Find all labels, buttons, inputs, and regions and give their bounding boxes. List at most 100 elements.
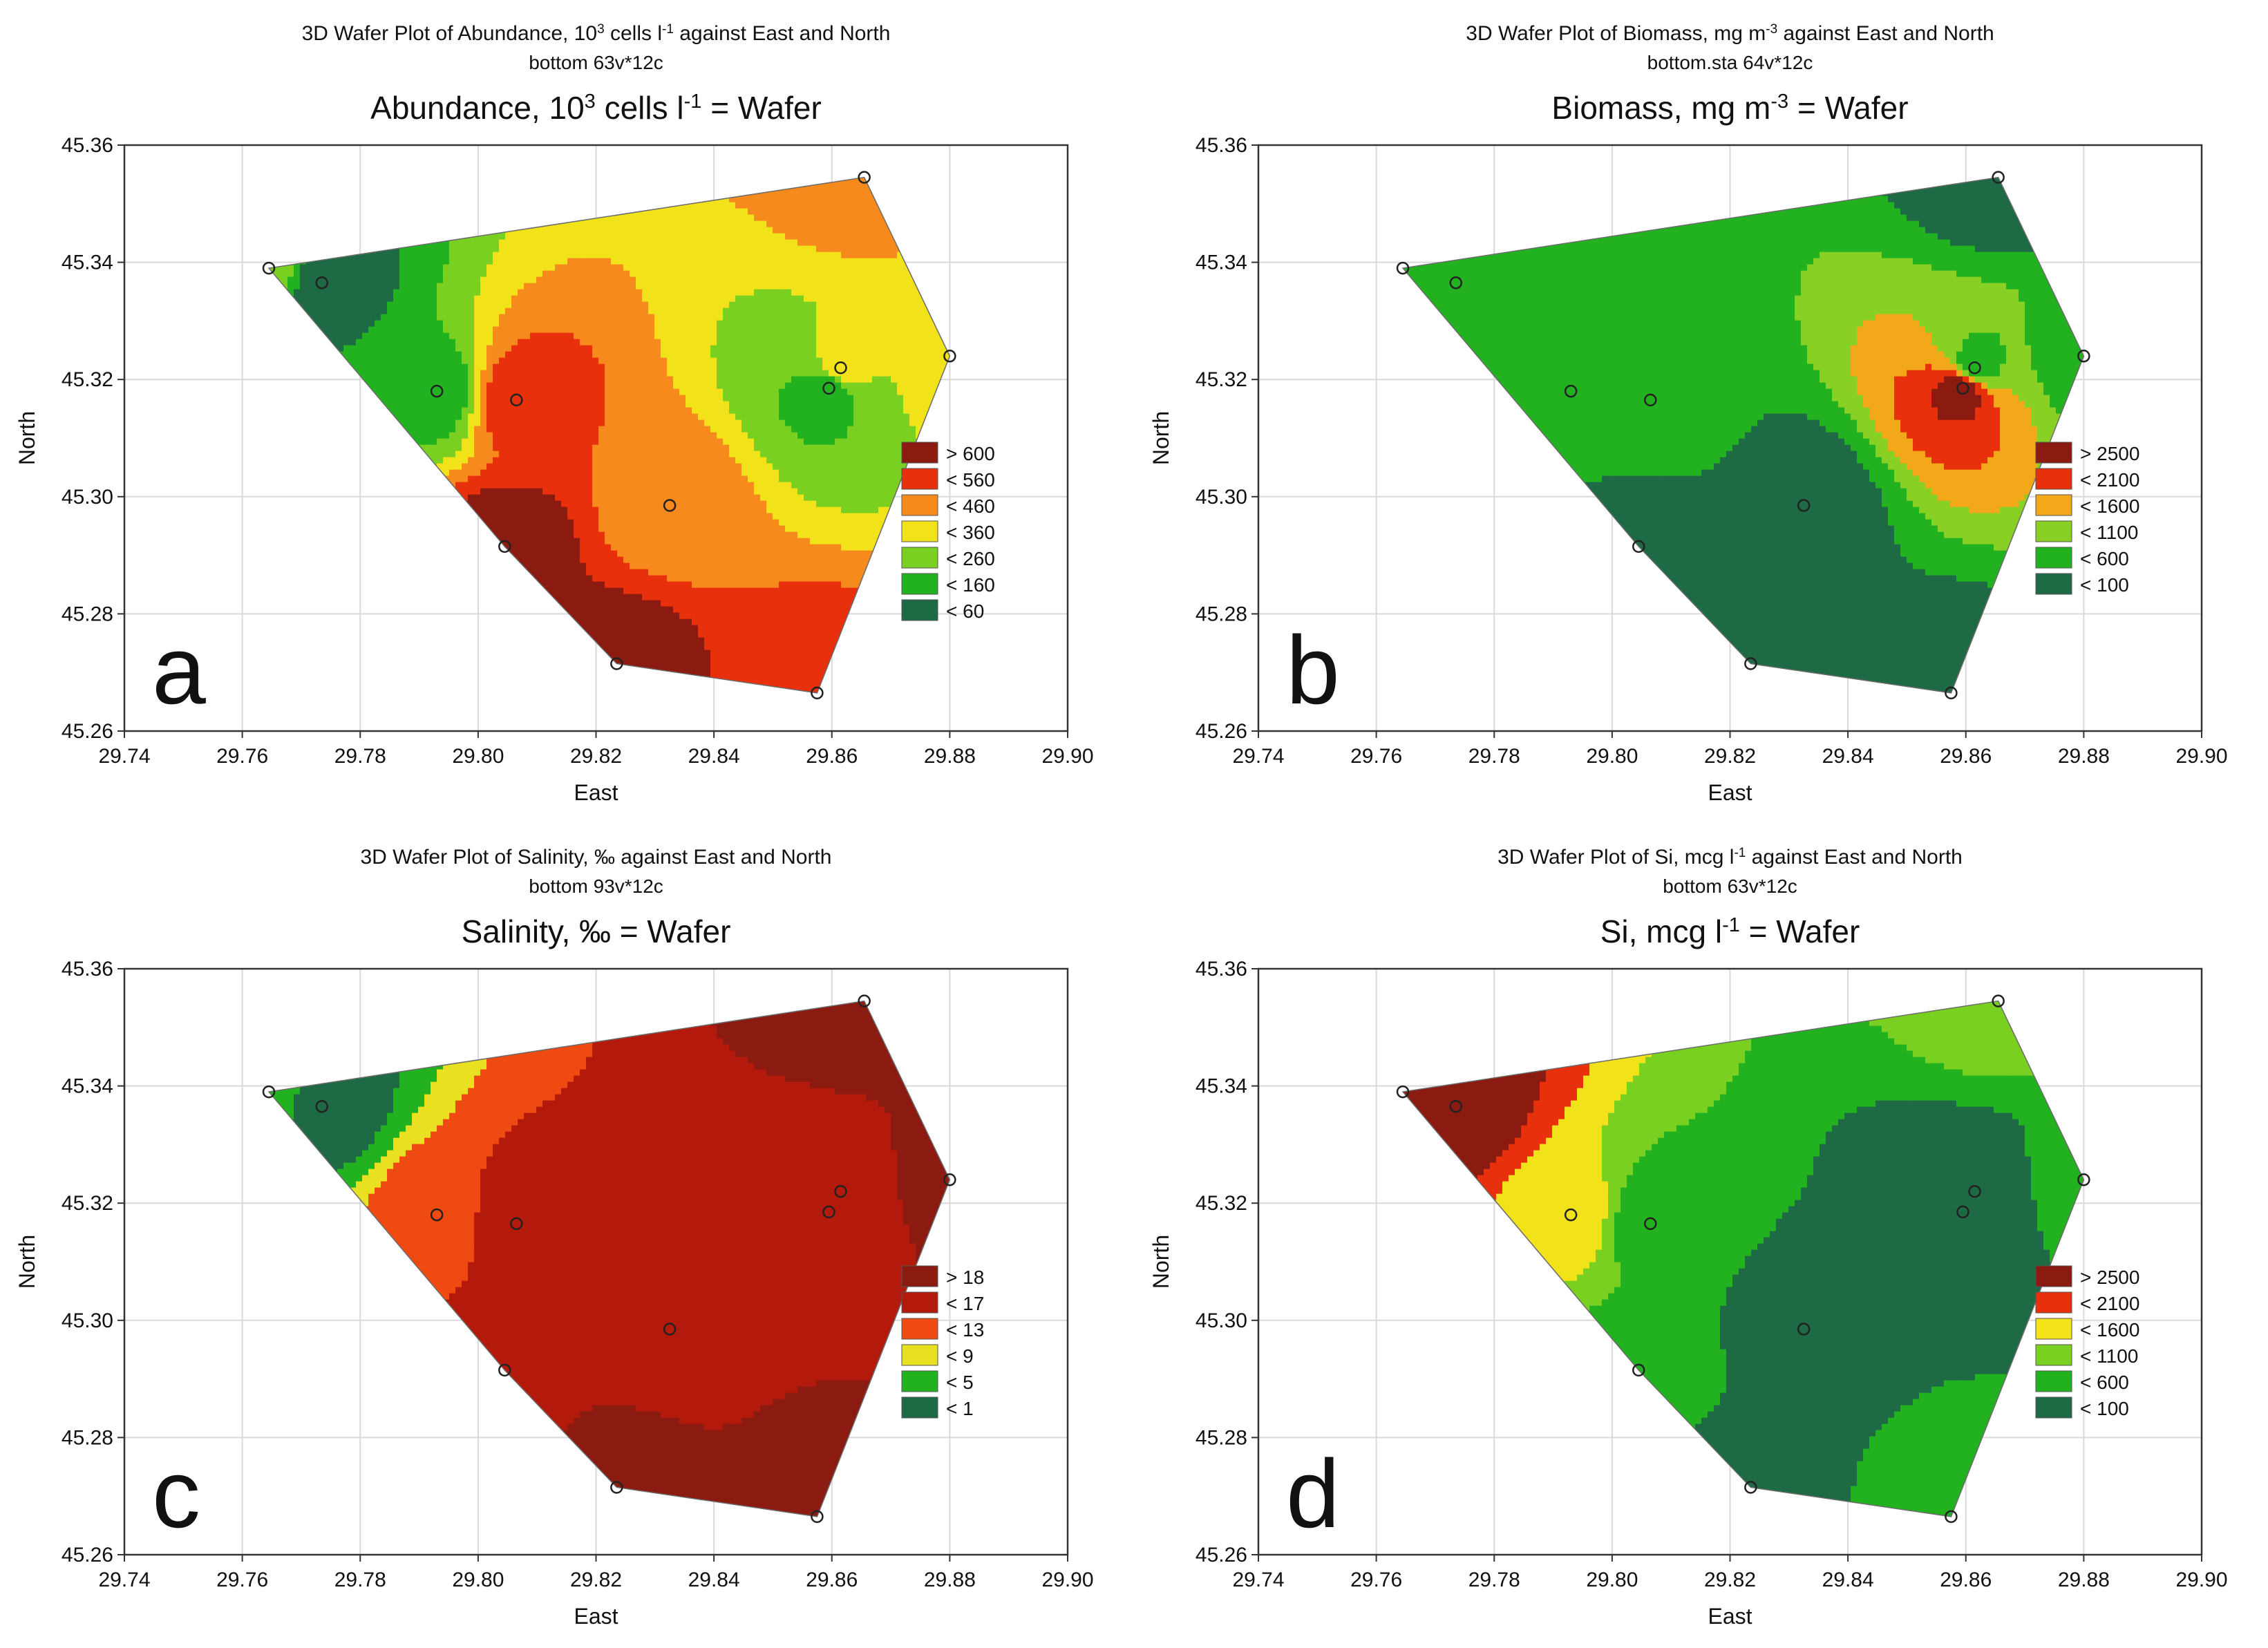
wafer-outline-c — [267, 1000, 951, 1517]
legend-swatch — [901, 547, 938, 569]
x-tick-label: 29.88 — [924, 745, 976, 768]
y-tick-label: 45.36 — [62, 134, 113, 157]
x-tick-label: 29.82 — [1704, 745, 1756, 768]
station-point — [2077, 1173, 2090, 1186]
y-tick-label: 45.30 — [1196, 486, 1247, 509]
x-tick-label: 29.84 — [688, 1569, 740, 1591]
y-tick-label: 45.34 — [62, 252, 113, 274]
x-tick-label: 29.74 — [1232, 745, 1284, 768]
legend-label: < 260 — [946, 548, 995, 569]
y-axis-label-d: North — [1149, 1235, 1173, 1289]
station-point — [262, 1085, 276, 1099]
x-tick-label: 29.76 — [216, 1569, 268, 1591]
legend-swatch — [2035, 1291, 2072, 1314]
legend-swatch — [901, 520, 938, 542]
station-point — [1956, 1205, 1969, 1219]
station-point — [1797, 1323, 1811, 1336]
panel-letter-b: b — [1286, 616, 1340, 724]
legend-swatch — [901, 1318, 938, 1340]
y-tick-label: 45.32 — [62, 1192, 113, 1215]
panel-letter-d: d — [1286, 1439, 1340, 1548]
station-point — [315, 1100, 329, 1113]
station-point — [1644, 1217, 1657, 1231]
x-tick-label: 29.78 — [1468, 1569, 1520, 1591]
station-point — [811, 686, 824, 700]
station-point — [1956, 381, 1969, 395]
legend-swatch — [2035, 1318, 2072, 1340]
legend-swatch — [901, 1396, 938, 1419]
legend-label: < 360 — [946, 522, 995, 543]
legend-label: < 160 — [946, 574, 995, 596]
station-point — [811, 1510, 824, 1524]
legend-swatch — [2035, 442, 2072, 464]
legend-swatch — [2035, 547, 2072, 569]
legend-swatch — [901, 494, 938, 516]
station-point — [1992, 994, 2005, 1007]
legend-label: < 13 — [946, 1319, 984, 1341]
station-point — [1396, 261, 1410, 275]
legend-label: < 5 — [946, 1372, 974, 1393]
station-point — [1644, 393, 1657, 407]
station-point — [1632, 1363, 1645, 1377]
x-tick-label: 29.90 — [1041, 1569, 1093, 1591]
panel-a: 3D Wafer Plot of Abundance, 103 cells l-… — [0, 0, 1134, 824]
legend-swatch — [2035, 1265, 2072, 1287]
x-tick-label: 29.86 — [806, 745, 858, 768]
x-tick-label: 29.88 — [2058, 745, 2110, 768]
x-tick-label: 29.80 — [452, 745, 504, 768]
x-tick-label: 29.76 — [216, 745, 268, 768]
wafer-outline-a — [267, 176, 951, 694]
x-tick-label: 29.82 — [570, 1569, 622, 1591]
legend-label: > 18 — [946, 1267, 984, 1288]
x-tick-label: 29.90 — [2175, 1569, 2227, 1591]
y-tick-label: 45.34 — [1196, 1075, 1247, 1098]
y-tick-label: 45.32 — [62, 368, 113, 391]
station-point — [822, 1205, 835, 1219]
station-point — [858, 994, 871, 1007]
y-tick-label: 45.26 — [1196, 720, 1247, 743]
legend-label: < 1100 — [2080, 522, 2138, 543]
legend-swatch — [2035, 494, 2072, 516]
chart-title-d: Si, mcg l-1 = Wafer — [1600, 913, 1860, 949]
station-point — [1945, 1510, 1958, 1524]
station-point — [430, 384, 444, 398]
legend-swatch — [901, 573, 938, 595]
chart-subheader-d: bottom 63v*12c — [1663, 875, 1797, 897]
chart-header-d: 3D Wafer Plot of Si, mcg l-1 against Eas… — [1497, 846, 1963, 869]
x-tick-label: 29.86 — [1940, 745, 1992, 768]
legend-swatch — [2035, 468, 2072, 490]
legend-swatch — [901, 1344, 938, 1366]
station-point — [834, 361, 847, 375]
x-tick-label: 29.84 — [688, 745, 740, 768]
x-tick-label: 29.76 — [1350, 745, 1402, 768]
y-tick-label: 45.30 — [62, 486, 113, 509]
legend-swatch — [901, 1291, 938, 1314]
y-tick-label: 45.32 — [1196, 368, 1247, 391]
station-point — [2077, 350, 2090, 363]
x-axis-label-c: East — [574, 1604, 618, 1629]
wafer-outline-b — [1401, 176, 2085, 694]
station-point — [315, 276, 329, 290]
y-tick-label: 45.28 — [62, 603, 113, 625]
legend-label: < 1 — [946, 1398, 974, 1419]
station-point — [498, 540, 511, 553]
legend-swatch — [901, 1265, 938, 1287]
station-point — [1992, 171, 2005, 184]
legend-label: < 17 — [946, 1293, 984, 1314]
legend-swatch — [2035, 1344, 2072, 1366]
chart-c: 3D Wafer Plot of Salinity, ‰ against Eas… — [15, 846, 1094, 1629]
station-point — [498, 1363, 511, 1377]
x-tick-label: 29.88 — [924, 1569, 976, 1591]
y-tick-label: 45.28 — [1196, 1426, 1247, 1449]
chart-header-c: 3D Wafer Plot of Salinity, ‰ against Eas… — [361, 846, 832, 869]
station-point — [430, 1208, 444, 1222]
y-tick-label: 45.34 — [62, 1075, 113, 1098]
y-axis-label-a: North — [15, 411, 39, 465]
chart-title-b: Biomass, mg m-3 = Wafer — [1551, 90, 1908, 126]
station-point — [1744, 1481, 1757, 1494]
y-tick-label: 45.26 — [62, 720, 113, 743]
station-point — [663, 499, 677, 512]
x-tick-label: 29.84 — [1822, 1569, 1874, 1591]
x-tick-label: 29.80 — [452, 1569, 504, 1591]
station-point — [1945, 686, 1958, 700]
